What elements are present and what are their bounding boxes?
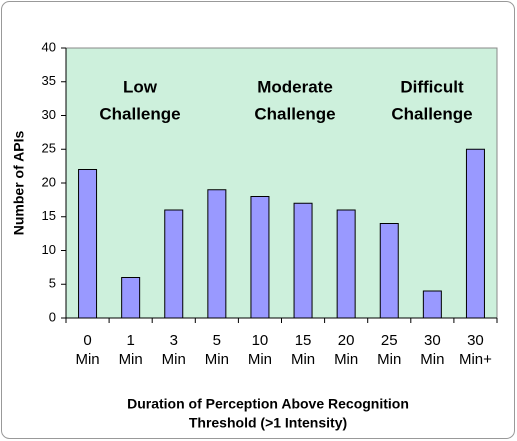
x-tick-label: 15 xyxy=(295,332,312,349)
bar xyxy=(250,196,270,319)
x-tick-label: 5 xyxy=(213,332,221,349)
bar xyxy=(465,148,485,319)
x-tick-label: Min xyxy=(248,351,272,368)
y-tick-label: 15 xyxy=(42,208,56,223)
x-tick-label: 30 xyxy=(467,332,484,349)
y-tick-label: 0 xyxy=(49,309,56,324)
bar xyxy=(422,290,442,319)
x-axis-title: Threshold (>1 Intensity) xyxy=(189,415,347,431)
x-tick-label: Min xyxy=(75,351,99,368)
y-tick-label: 40 xyxy=(42,39,56,54)
bar xyxy=(121,277,141,319)
bar xyxy=(336,209,356,319)
y-tick-label: 10 xyxy=(42,242,56,257)
x-tick-label: Min xyxy=(162,351,186,368)
x-tick-label: Min+ xyxy=(459,351,492,368)
x-axis-title: Duration of Perception Above Recognition xyxy=(127,396,409,412)
bar xyxy=(164,209,184,319)
x-tick-label: 20 xyxy=(338,332,355,349)
y-axis-title: Number of APIs xyxy=(11,131,27,236)
x-tick-label: Min xyxy=(205,351,229,368)
y-tick-label: 30 xyxy=(42,107,56,122)
annotation: Challenge xyxy=(254,104,335,123)
x-tick-label: Min xyxy=(377,351,401,368)
x-tick-label: 10 xyxy=(252,332,269,349)
bar xyxy=(78,169,98,319)
x-tick-label: Min xyxy=(334,351,358,368)
y-tick-label: 25 xyxy=(42,141,56,156)
annotation: Challenge xyxy=(391,104,472,123)
y-tick-label: 5 xyxy=(49,276,56,291)
y-tick-label: 20 xyxy=(42,174,56,189)
x-tick-label: 25 xyxy=(381,332,398,349)
bar xyxy=(379,223,399,319)
y-tick-label: 35 xyxy=(42,73,56,88)
x-tick-label: Min xyxy=(291,351,315,368)
bar xyxy=(207,189,227,319)
annotation: Low xyxy=(123,77,158,96)
x-tick-label: 0 xyxy=(83,332,91,349)
annotation: Challenge xyxy=(99,104,180,123)
x-tick-label: 1 xyxy=(126,332,134,349)
x-tick-label: Min xyxy=(119,351,143,368)
annotation: Difficult xyxy=(400,77,464,96)
x-tick-label: 30 xyxy=(424,332,441,349)
annotation: Moderate xyxy=(257,77,333,96)
x-tick-label: 3 xyxy=(170,332,178,349)
bar xyxy=(293,202,313,319)
plot-area xyxy=(65,47,498,319)
x-tick-label: Min xyxy=(420,351,444,368)
